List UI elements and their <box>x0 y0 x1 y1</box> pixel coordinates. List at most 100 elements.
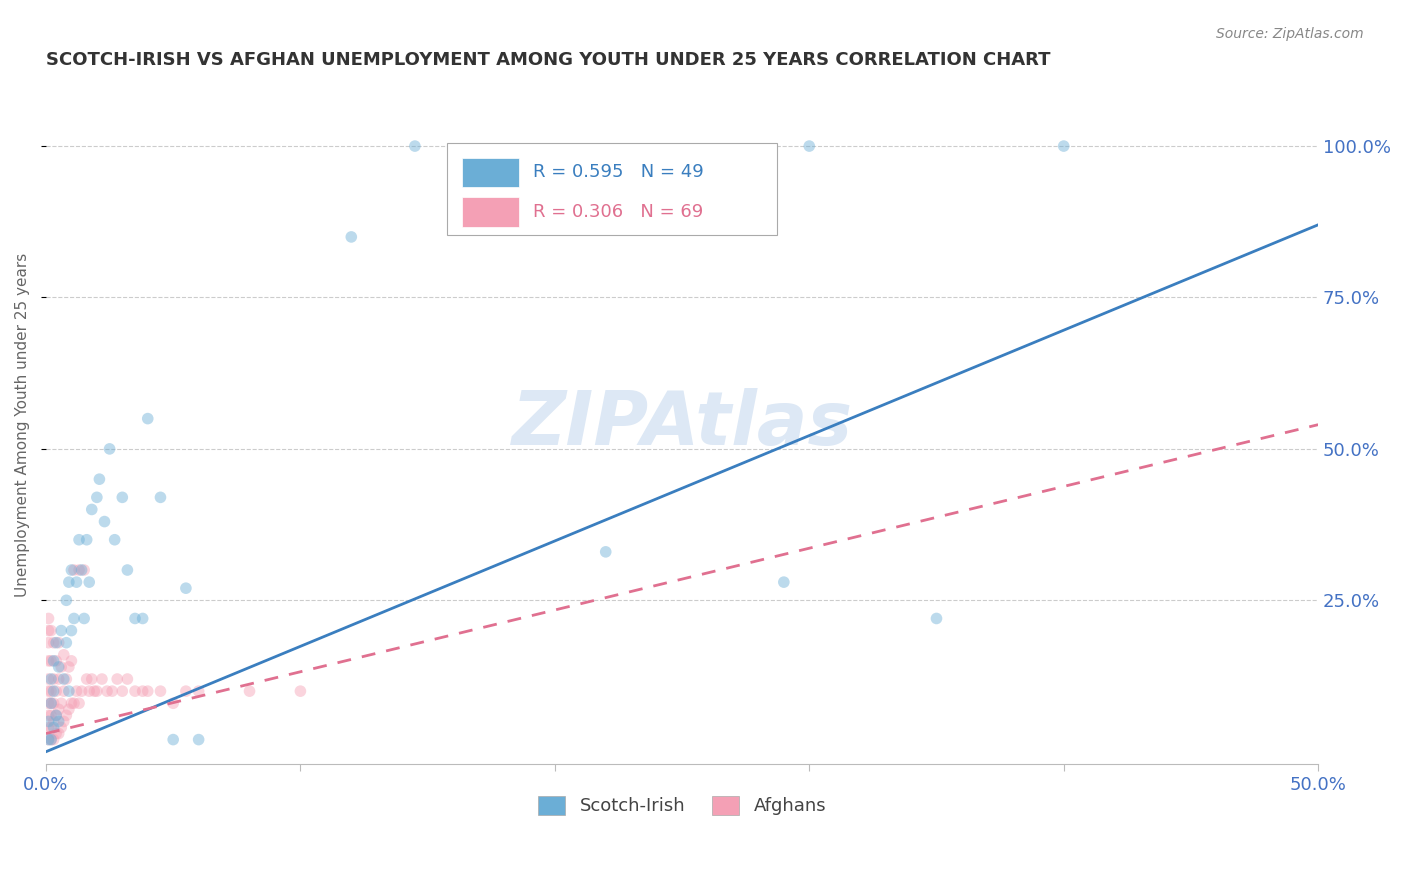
Y-axis label: Unemployment Among Youth under 25 years: Unemployment Among Youth under 25 years <box>15 252 30 597</box>
Point <box>38 714 60 729</box>
Point <box>60 563 83 577</box>
Point <box>77 575 100 590</box>
Point <box>111 684 134 698</box>
Point <box>60 654 83 668</box>
Point <box>595 545 617 559</box>
Point <box>67 563 90 577</box>
Point <box>131 684 153 698</box>
Point <box>52 648 75 662</box>
Point <box>149 684 172 698</box>
Point <box>98 442 121 456</box>
Point <box>404 139 426 153</box>
Point <box>60 696 83 710</box>
Point <box>39 721 62 735</box>
Point <box>799 139 821 153</box>
Point <box>86 684 108 698</box>
Point <box>174 581 197 595</box>
Point <box>58 702 80 716</box>
Point <box>136 684 159 698</box>
Text: ZIPAtlas: ZIPAtlas <box>512 388 852 461</box>
Point <box>55 708 77 723</box>
Point <box>38 624 60 638</box>
Point <box>925 611 948 625</box>
Point <box>38 636 60 650</box>
Point <box>124 611 146 625</box>
Point <box>772 575 794 590</box>
Point <box>174 684 197 698</box>
Point <box>60 624 83 638</box>
Point <box>45 654 67 668</box>
Point <box>42 721 65 735</box>
Point <box>290 684 312 698</box>
Point <box>38 684 60 698</box>
Point <box>48 702 70 716</box>
Point <box>1053 139 1076 153</box>
Point <box>67 533 90 547</box>
Point <box>187 732 209 747</box>
Point <box>67 696 90 710</box>
Point <box>55 672 77 686</box>
Point <box>42 696 65 710</box>
Text: R = 0.595   N = 49: R = 0.595 N = 49 <box>533 163 704 181</box>
Point <box>39 624 62 638</box>
Point <box>117 563 139 577</box>
Text: R = 0.306   N = 69: R = 0.306 N = 69 <box>533 202 703 221</box>
Point <box>80 502 103 516</box>
Point <box>42 672 65 686</box>
Point <box>42 732 65 747</box>
Point <box>45 636 67 650</box>
Legend: Scotch-Irish, Afghans: Scotch-Irish, Afghans <box>530 789 834 822</box>
Text: SCOTCH-IRISH VS AFGHAN UNEMPLOYMENT AMONG YOUTH UNDER 25 YEARS CORRELATION CHART: SCOTCH-IRISH VS AFGHAN UNEMPLOYMENT AMON… <box>46 51 1050 69</box>
Point <box>55 636 77 650</box>
Point <box>76 533 98 547</box>
Point <box>162 732 184 747</box>
Point <box>70 563 93 577</box>
Point <box>101 684 124 698</box>
Point <box>38 611 60 625</box>
Point <box>83 684 105 698</box>
Point <box>187 684 209 698</box>
Point <box>96 684 118 698</box>
Point <box>63 563 86 577</box>
Point <box>149 491 172 505</box>
Point <box>48 636 70 650</box>
Point <box>73 563 96 577</box>
Point <box>48 714 70 729</box>
Point <box>38 732 60 747</box>
Point <box>70 684 93 698</box>
Text: Source: ZipAtlas.com: Source: ZipAtlas.com <box>1216 27 1364 41</box>
Point <box>45 684 67 698</box>
Point <box>111 491 134 505</box>
Point <box>76 672 98 686</box>
Point <box>117 672 139 686</box>
Point <box>39 696 62 710</box>
FancyBboxPatch shape <box>463 197 519 227</box>
Point <box>38 721 60 735</box>
Point <box>340 230 363 244</box>
Point <box>58 660 80 674</box>
Point <box>93 515 115 529</box>
Point <box>39 696 62 710</box>
Point <box>65 575 87 590</box>
Point <box>39 684 62 698</box>
Point <box>65 684 87 698</box>
FancyBboxPatch shape <box>447 144 778 235</box>
Point <box>51 624 73 638</box>
Point <box>42 684 65 698</box>
Point <box>39 732 62 747</box>
Point <box>63 696 86 710</box>
Point <box>38 672 60 686</box>
Point <box>104 533 127 547</box>
Point <box>51 660 73 674</box>
Point <box>52 672 75 686</box>
Point <box>48 660 70 674</box>
Point <box>58 575 80 590</box>
Point <box>48 726 70 740</box>
Point <box>52 684 75 698</box>
Point <box>45 708 67 723</box>
Point <box>42 714 65 729</box>
Point <box>42 636 65 650</box>
Point <box>52 714 75 729</box>
Point <box>238 684 260 698</box>
Point <box>58 684 80 698</box>
